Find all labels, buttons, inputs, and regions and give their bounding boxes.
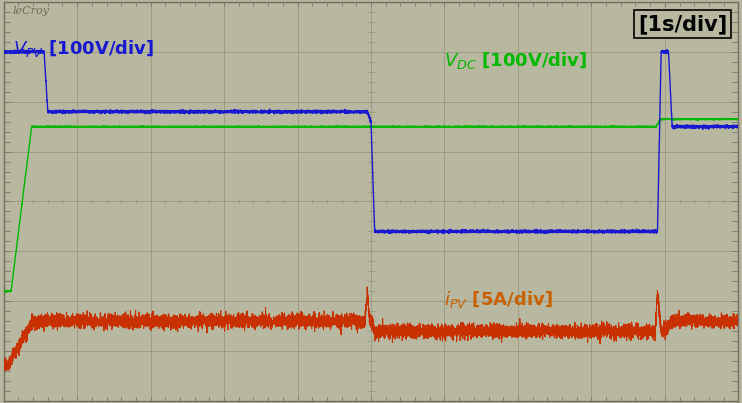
Text: $\mathit{V}_{PV}$ [100V/div]: $\mathit{V}_{PV}$ [100V/div] (13, 38, 154, 59)
Text: $\mathit{V}_{DC}$ [100V/div]: $\mathit{V}_{DC}$ [100V/div] (444, 50, 588, 71)
Text: [1s/div]: [1s/div] (638, 14, 727, 34)
Text: leCroy: leCroy (13, 6, 50, 16)
Text: $\mathit{i}_{PV}$ [5A/div]: $\mathit{i}_{PV}$ [5A/div] (444, 289, 553, 310)
